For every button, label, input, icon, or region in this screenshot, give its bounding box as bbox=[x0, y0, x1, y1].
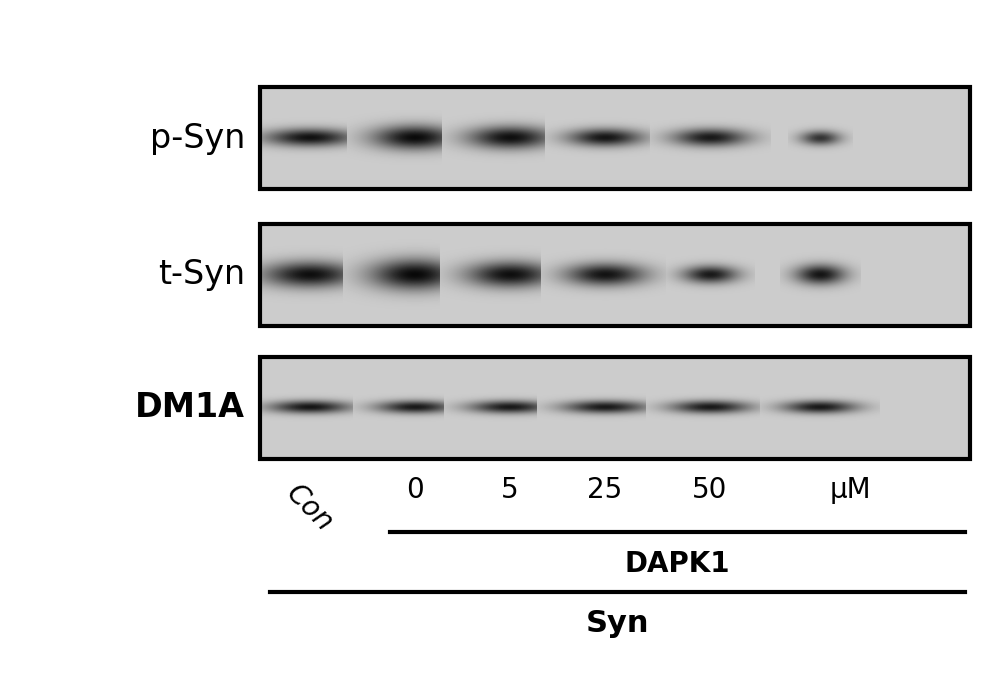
Text: 50: 50 bbox=[692, 476, 728, 504]
Text: µM: µM bbox=[830, 476, 872, 504]
Text: 0: 0 bbox=[406, 476, 424, 504]
Text: 25: 25 bbox=[587, 476, 623, 504]
Text: 5: 5 bbox=[501, 476, 519, 504]
Text: DAPK1: DAPK1 bbox=[625, 550, 730, 578]
Bar bbox=[260, 88, 970, 189]
Bar bbox=[260, 224, 970, 326]
Text: Con: Con bbox=[281, 480, 339, 538]
Bar bbox=[260, 357, 970, 458]
Text: DM1A: DM1A bbox=[135, 391, 245, 424]
Text: Syn: Syn bbox=[586, 609, 649, 638]
Text: t-Syn: t-Syn bbox=[158, 258, 245, 291]
Bar bbox=[260, 88, 970, 189]
Text: p-Syn: p-Syn bbox=[150, 122, 245, 155]
Bar bbox=[260, 224, 970, 326]
Bar bbox=[260, 357, 970, 458]
